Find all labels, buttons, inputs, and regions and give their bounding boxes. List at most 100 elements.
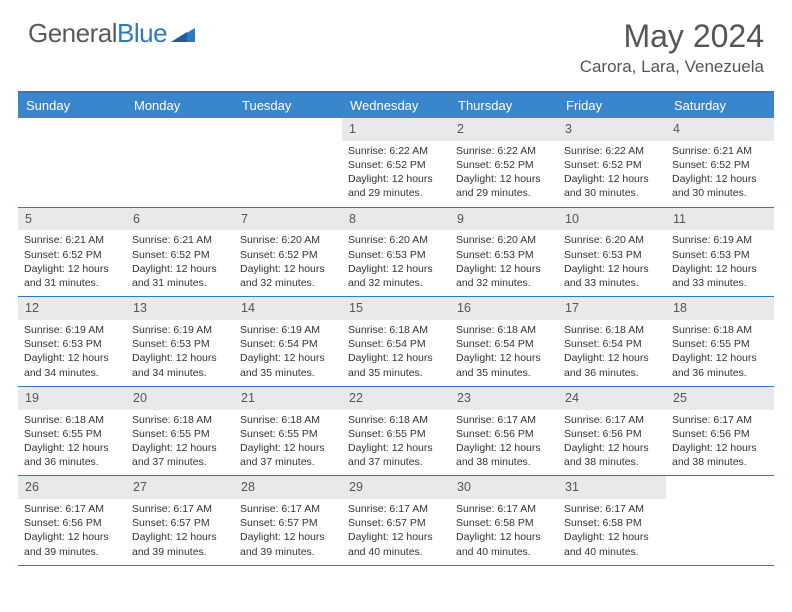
sunset-line: Sunset: 6:54 PM [348, 337, 444, 351]
daylight-line: Daylight: 12 hours and 36 minutes. [564, 351, 660, 379]
daylight-line: Daylight: 12 hours and 32 minutes. [456, 262, 552, 290]
weekday-header: Sunday [18, 93, 126, 118]
day-number: 9 [450, 208, 558, 231]
sunrise-line: Sunrise: 6:20 AM [564, 233, 660, 247]
day-number: 28 [234, 476, 342, 499]
sunrise-line: Sunrise: 6:22 AM [348, 144, 444, 158]
day-body: Sunrise: 6:21 AMSunset: 6:52 PMDaylight:… [126, 230, 234, 296]
day-number [18, 118, 126, 141]
sunrise-line: Sunrise: 6:19 AM [672, 233, 768, 247]
daylight-line: Daylight: 12 hours and 32 minutes. [348, 262, 444, 290]
day-number: 8 [342, 208, 450, 231]
sunset-line: Sunset: 6:53 PM [132, 337, 228, 351]
weekday-header: Tuesday [234, 93, 342, 118]
sunrise-line: Sunrise: 6:18 AM [24, 413, 120, 427]
logo-text-a: General [28, 18, 117, 48]
daylight-line: Daylight: 12 hours and 39 minutes. [132, 530, 228, 558]
day-number: 10 [558, 208, 666, 231]
daylight-line: Daylight: 12 hours and 29 minutes. [456, 172, 552, 200]
day-cell: 10Sunrise: 6:20 AMSunset: 6:53 PMDayligh… [558, 208, 666, 297]
day-body: Sunrise: 6:19 AMSunset: 6:54 PMDaylight:… [234, 320, 342, 386]
day-cell: 29Sunrise: 6:17 AMSunset: 6:57 PMDayligh… [342, 476, 450, 565]
sunset-line: Sunset: 6:54 PM [240, 337, 336, 351]
day-cell: 9Sunrise: 6:20 AMSunset: 6:53 PMDaylight… [450, 208, 558, 297]
sunset-line: Sunset: 6:55 PM [672, 337, 768, 351]
daylight-line: Daylight: 12 hours and 34 minutes. [24, 351, 120, 379]
sunset-line: Sunset: 6:52 PM [672, 158, 768, 172]
weekday-header: Wednesday [342, 93, 450, 118]
location: Carora, Lara, Venezuela [580, 57, 764, 77]
daylight-line: Daylight: 12 hours and 35 minutes. [456, 351, 552, 379]
daylight-line: Daylight: 12 hours and 33 minutes. [672, 262, 768, 290]
day-body: Sunrise: 6:22 AMSunset: 6:52 PMDaylight:… [558, 141, 666, 207]
day-cell: 13Sunrise: 6:19 AMSunset: 6:53 PMDayligh… [126, 297, 234, 386]
sunset-line: Sunset: 6:53 PM [672, 248, 768, 262]
sunrise-line: Sunrise: 6:19 AM [240, 323, 336, 337]
sunset-line: Sunset: 6:55 PM [132, 427, 228, 441]
day-cell: 16Sunrise: 6:18 AMSunset: 6:54 PMDayligh… [450, 297, 558, 386]
daylight-line: Daylight: 12 hours and 36 minutes. [24, 441, 120, 469]
sunset-line: Sunset: 6:52 PM [456, 158, 552, 172]
sunrise-line: Sunrise: 6:20 AM [348, 233, 444, 247]
day-number: 21 [234, 387, 342, 410]
sunset-line: Sunset: 6:53 PM [348, 248, 444, 262]
sunset-line: Sunset: 6:54 PM [564, 337, 660, 351]
sunrise-line: Sunrise: 6:17 AM [672, 413, 768, 427]
day-cell: 4Sunrise: 6:21 AMSunset: 6:52 PMDaylight… [666, 118, 774, 207]
day-body: Sunrise: 6:19 AMSunset: 6:53 PMDaylight:… [126, 320, 234, 386]
day-body: Sunrise: 6:18 AMSunset: 6:55 PMDaylight:… [666, 320, 774, 386]
day-cell: 7Sunrise: 6:20 AMSunset: 6:52 PMDaylight… [234, 208, 342, 297]
day-body: Sunrise: 6:20 AMSunset: 6:52 PMDaylight:… [234, 230, 342, 296]
day-cell: 15Sunrise: 6:18 AMSunset: 6:54 PMDayligh… [342, 297, 450, 386]
weekday-row: SundayMondayTuesdayWednesdayThursdayFrid… [18, 93, 774, 118]
sunset-line: Sunset: 6:56 PM [564, 427, 660, 441]
daylight-line: Daylight: 12 hours and 29 minutes. [348, 172, 444, 200]
day-body: Sunrise: 6:20 AMSunset: 6:53 PMDaylight:… [342, 230, 450, 296]
daylight-line: Daylight: 12 hours and 38 minutes. [456, 441, 552, 469]
day-cell: 14Sunrise: 6:19 AMSunset: 6:54 PMDayligh… [234, 297, 342, 386]
daylight-line: Daylight: 12 hours and 37 minutes. [132, 441, 228, 469]
day-number: 24 [558, 387, 666, 410]
daylight-line: Daylight: 12 hours and 32 minutes. [240, 262, 336, 290]
sunrise-line: Sunrise: 6:21 AM [672, 144, 768, 158]
day-body: Sunrise: 6:18 AMSunset: 6:55 PMDaylight:… [18, 410, 126, 476]
day-cell: 25Sunrise: 6:17 AMSunset: 6:56 PMDayligh… [666, 387, 774, 476]
sunset-line: Sunset: 6:58 PM [456, 516, 552, 530]
day-number: 29 [342, 476, 450, 499]
sunrise-line: Sunrise: 6:18 AM [240, 413, 336, 427]
week-row: 19Sunrise: 6:18 AMSunset: 6:55 PMDayligh… [18, 387, 774, 477]
weekday-header: Monday [126, 93, 234, 118]
header: GeneralBlue May 2024 Carora, Lara, Venez… [0, 0, 792, 85]
month-title: May 2024 [580, 18, 764, 55]
day-number: 25 [666, 387, 774, 410]
day-body: Sunrise: 6:22 AMSunset: 6:52 PMDaylight:… [342, 141, 450, 207]
day-number: 26 [18, 476, 126, 499]
day-number: 7 [234, 208, 342, 231]
day-body: Sunrise: 6:21 AMSunset: 6:52 PMDaylight:… [18, 230, 126, 296]
day-body: Sunrise: 6:17 AMSunset: 6:56 PMDaylight:… [450, 410, 558, 476]
day-number: 27 [126, 476, 234, 499]
day-body: Sunrise: 6:20 AMSunset: 6:53 PMDaylight:… [450, 230, 558, 296]
day-cell: 2Sunrise: 6:22 AMSunset: 6:52 PMDaylight… [450, 118, 558, 207]
week-row: 1Sunrise: 6:22 AMSunset: 6:52 PMDaylight… [18, 118, 774, 208]
daylight-line: Daylight: 12 hours and 40 minutes. [348, 530, 444, 558]
sunrise-line: Sunrise: 6:20 AM [456, 233, 552, 247]
day-cell: 22Sunrise: 6:18 AMSunset: 6:55 PMDayligh… [342, 387, 450, 476]
sunset-line: Sunset: 6:55 PM [24, 427, 120, 441]
sunset-line: Sunset: 6:55 PM [348, 427, 444, 441]
logo-text-b: Blue [117, 18, 167, 48]
sunset-line: Sunset: 6:53 PM [456, 248, 552, 262]
sunset-line: Sunset: 6:57 PM [240, 516, 336, 530]
day-body: Sunrise: 6:17 AMSunset: 6:56 PMDaylight:… [558, 410, 666, 476]
sunrise-line: Sunrise: 6:22 AM [564, 144, 660, 158]
day-body: Sunrise: 6:17 AMSunset: 6:57 PMDaylight:… [234, 499, 342, 565]
daylight-line: Daylight: 12 hours and 40 minutes. [564, 530, 660, 558]
day-cell: 17Sunrise: 6:18 AMSunset: 6:54 PMDayligh… [558, 297, 666, 386]
day-cell: 18Sunrise: 6:18 AMSunset: 6:55 PMDayligh… [666, 297, 774, 386]
sunrise-line: Sunrise: 6:17 AM [456, 502, 552, 516]
day-number: 20 [126, 387, 234, 410]
day-body: Sunrise: 6:18 AMSunset: 6:55 PMDaylight:… [234, 410, 342, 476]
daylight-line: Daylight: 12 hours and 37 minutes. [240, 441, 336, 469]
day-number: 11 [666, 208, 774, 231]
sunset-line: Sunset: 6:57 PM [348, 516, 444, 530]
